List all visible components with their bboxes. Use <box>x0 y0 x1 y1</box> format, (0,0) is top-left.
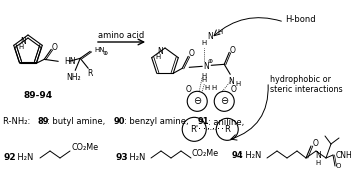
Text: O: O <box>188 49 194 58</box>
Text: R': R' <box>190 125 198 134</box>
Text: R-NH₂:: R-NH₂: <box>3 118 33 126</box>
Text: H: H <box>205 85 210 91</box>
Text: H: H <box>155 54 161 60</box>
Text: H: H <box>18 44 24 50</box>
Text: : H₂N: : H₂N <box>12 153 33 163</box>
Text: O: O <box>336 163 342 169</box>
Text: O: O <box>313 139 319 149</box>
Text: R: R <box>224 125 230 134</box>
Text: : butyl amine,: : butyl amine, <box>47 118 108 126</box>
Text: : aniline,: : aniline, <box>208 118 244 126</box>
Text: H: H <box>236 81 241 87</box>
Text: 89-94: 89-94 <box>24 90 53 100</box>
Text: O: O <box>51 43 57 52</box>
Text: N: N <box>203 62 209 71</box>
Text: : benzyl amine,: : benzyl amine, <box>124 118 191 126</box>
Circle shape <box>214 91 234 111</box>
Text: H: H <box>316 160 320 166</box>
Text: steric interactions: steric interactions <box>270 86 343 94</box>
Text: H-bond: H-bond <box>285 15 316 25</box>
Text: ⊕: ⊕ <box>207 59 213 64</box>
Text: H: H <box>212 85 217 91</box>
Text: ⊖: ⊖ <box>193 96 201 106</box>
Text: amino acid: amino acid <box>98 31 144 39</box>
Text: 90: 90 <box>114 118 126 126</box>
Text: N: N <box>315 151 321 161</box>
Text: ⊖: ⊖ <box>220 96 228 106</box>
Text: 89: 89 <box>37 118 48 126</box>
Text: N: N <box>20 37 26 46</box>
Text: H: H <box>201 77 207 83</box>
Text: H: H <box>201 40 207 46</box>
Text: 92: 92 <box>3 153 16 163</box>
Text: N: N <box>207 32 213 41</box>
Text: HN: HN <box>64 57 76 66</box>
Text: O: O <box>230 85 236 94</box>
Circle shape <box>216 118 238 140</box>
Text: N: N <box>229 77 234 86</box>
Text: N: N <box>157 46 163 56</box>
Text: HN: HN <box>94 47 105 53</box>
Text: 94: 94 <box>232 151 244 161</box>
Text: NH₂: NH₂ <box>66 73 80 82</box>
Text: O: O <box>229 46 235 55</box>
Text: CO₂Me: CO₂Me <box>71 143 98 151</box>
Text: CNH₂: CNH₂ <box>336 151 351 159</box>
Text: : H₂N: : H₂N <box>240 151 261 161</box>
Text: H: H <box>201 73 207 79</box>
Circle shape <box>187 91 207 111</box>
Text: 91: 91 <box>198 118 210 126</box>
Text: hydrophobic or: hydrophobic or <box>270 76 331 84</box>
Text: CO₂Me: CO₂Me <box>192 149 219 159</box>
Text: : H₂N: : H₂N <box>124 153 145 163</box>
Text: O: O <box>185 85 191 94</box>
Text: ⊕: ⊕ <box>102 51 108 56</box>
Text: R: R <box>87 69 93 78</box>
Text: 93: 93 <box>115 153 128 163</box>
Circle shape <box>182 117 206 141</box>
Text: H: H <box>218 29 223 35</box>
